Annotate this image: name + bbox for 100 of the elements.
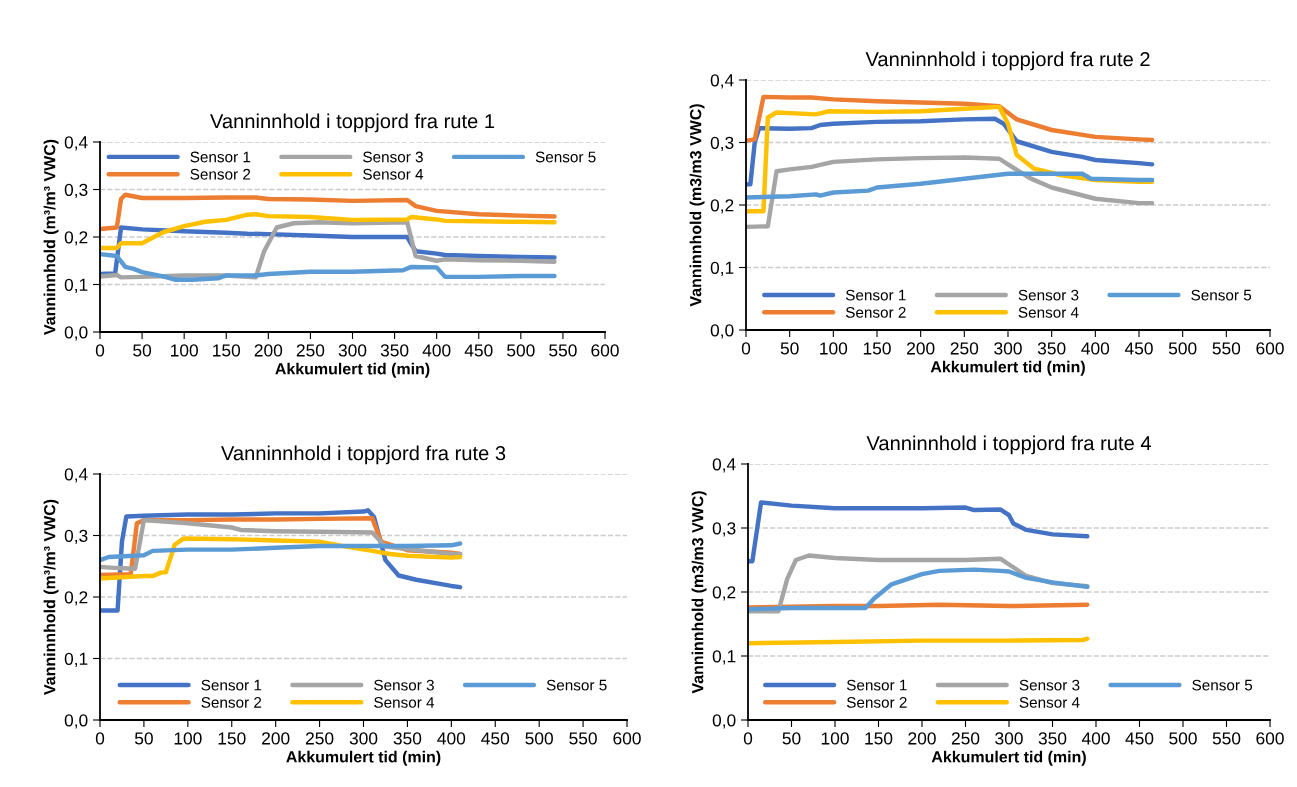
line-series [746, 155, 1155, 230]
y-tick-label: 0,3 [710, 136, 734, 152]
x-tick-label: 450 [1125, 732, 1154, 745]
y-tick-label: 0,0 [712, 714, 736, 729]
y-tick-label: 0,0 [64, 714, 88, 729]
x-tick-label: 150 [213, 344, 241, 357]
x-tick-label: 350 [380, 344, 409, 357]
y-tick-label: 0,3 [712, 522, 736, 537]
x-tick-label: 250 [296, 344, 325, 357]
x-tick-label: 450 [481, 732, 510, 745]
chart-title: Vanninnhold i toppjord fra rute 3 [221, 445, 506, 465]
x-tick-label: 400 [422, 344, 451, 357]
y-tick-label: 0,1 [712, 650, 736, 665]
line-series [100, 541, 463, 563]
y-tick-label: 0,2 [64, 591, 88, 606]
x-tick-label: 50 [782, 732, 801, 745]
x-axis-title: Akkumulert tid (min) [931, 750, 1086, 766]
x-tick-label: 500 [1168, 342, 1197, 355]
legend-label: Sensor 1 [190, 151, 251, 163]
legend-label: Sensor 5 [1192, 679, 1253, 691]
legend-label: Sensor 5 [1191, 289, 1252, 301]
x-tick-label: 550 [1212, 342, 1241, 355]
x-tick-label: 500 [1169, 732, 1197, 745]
y-tick-label: 0,2 [712, 586, 736, 601]
x-tick-label: 350 [393, 732, 422, 745]
y-tick-label: 0,4 [712, 458, 736, 473]
x-tick-label: 200 [908, 732, 936, 745]
x-tick-label: 400 [1081, 732, 1110, 745]
line-series [746, 171, 1155, 200]
x-tick-label: 250 [951, 732, 980, 745]
legend-label: Sensor 2 [190, 168, 251, 180]
x-tick-label: 400 [437, 732, 466, 745]
legend-label: Sensor 2 [201, 696, 262, 708]
line-series [100, 211, 557, 251]
y-tick-label: 0,2 [64, 231, 88, 246]
x-tick-label: 50 [780, 342, 799, 355]
x-tick-label: 150 [865, 732, 893, 745]
x-tick-label: 600 [1256, 342, 1284, 355]
y-axis-title: Vanninnhold (m³/m³ VWC) [43, 499, 59, 695]
y-tick-label: 0,1 [710, 261, 734, 277]
x-tick-label: 600 [1256, 732, 1284, 745]
x-tick-label: 550 [549, 344, 577, 357]
y-tick-label: 0,3 [64, 183, 88, 199]
y-axis-title: Vanninnhold (m³/m³ VWC) [43, 139, 59, 335]
chart-title: Vanninnhold i toppjord fra rute 4 [866, 435, 1151, 455]
line-series [100, 192, 557, 232]
x-tick-label: 550 [1212, 732, 1241, 745]
legend-label: Sensor 3 [1018, 289, 1079, 301]
x-tick-label: 350 [1038, 732, 1067, 745]
x-tick-label: 600 [591, 344, 619, 357]
x-tick-label: 0 [741, 342, 751, 355]
line-series [100, 251, 557, 282]
x-tick-label: 100 [820, 342, 848, 355]
x-tick-label: 100 [821, 732, 849, 745]
y-tick-label: 0,4 [64, 136, 88, 151]
y-tick-label: 0,0 [64, 326, 88, 341]
legend-label: Sensor 5 [546, 679, 607, 691]
x-tick-label: 200 [254, 344, 283, 357]
x-tick-label: 550 [569, 732, 597, 745]
line-series [746, 116, 1155, 187]
legend-label: Sensor 4 [1018, 306, 1079, 318]
line-series [100, 536, 463, 581]
x-tick-label: 300 [995, 732, 1023, 745]
legend-label: Sensor 1 [846, 679, 907, 691]
x-tick-label: 50 [134, 732, 153, 745]
y-axis-title: Vanninnhold (m3/m3 VWC) [691, 491, 707, 694]
x-tick-label: 450 [1124, 342, 1153, 355]
y-tick-label: 0,4 [710, 74, 734, 89]
legend-label: Sensor 2 [845, 306, 906, 318]
x-axis-title: Akkumulert tid (min) [286, 750, 441, 766]
legend-label: Sensor 1 [201, 679, 262, 691]
x-tick-label: 350 [1037, 342, 1066, 355]
x-tick-label: 50 [133, 344, 152, 357]
x-axis-title: Akkumulert tid (min) [275, 362, 430, 378]
x-tick-label: 150 [863, 342, 891, 355]
line-series [748, 567, 1090, 612]
x-tick-label: 300 [349, 732, 378, 745]
x-tick-label: 100 [171, 344, 198, 357]
legend-label: Sensor 4 [1019, 696, 1080, 708]
legend-label: Sensor 5 [535, 151, 596, 163]
y-tick-label: 0,0 [710, 324, 734, 339]
x-tick-label: 450 [464, 344, 493, 357]
x-tick-label: 0 [743, 732, 753, 745]
chart-title: Vanninnhold i toppjord fra rute 1 [210, 113, 495, 133]
line-series [746, 94, 1155, 143]
legend-label: Sensor 3 [1019, 679, 1080, 691]
x-tick-label: 300 [338, 344, 367, 357]
y-axis-title: Vanninnhold (m3/m3 VWC) [689, 104, 705, 307]
x-tick-label: 250 [305, 732, 334, 745]
y-tick-label: 0,1 [64, 278, 88, 294]
x-tick-label: 500 [507, 344, 535, 357]
legend-label: Sensor 2 [846, 696, 907, 708]
legend-label: Sensor 1 [845, 289, 906, 301]
y-tick-label: 0,4 [64, 468, 88, 483]
x-tick-label: 600 [613, 732, 641, 745]
legend-label: Sensor 3 [374, 679, 434, 691]
legend-label: Sensor 3 [363, 151, 423, 163]
y-tick-label: 0,3 [64, 529, 88, 545]
y-tick-label: 0,1 [64, 652, 88, 668]
x-tick-label: 200 [907, 342, 935, 355]
